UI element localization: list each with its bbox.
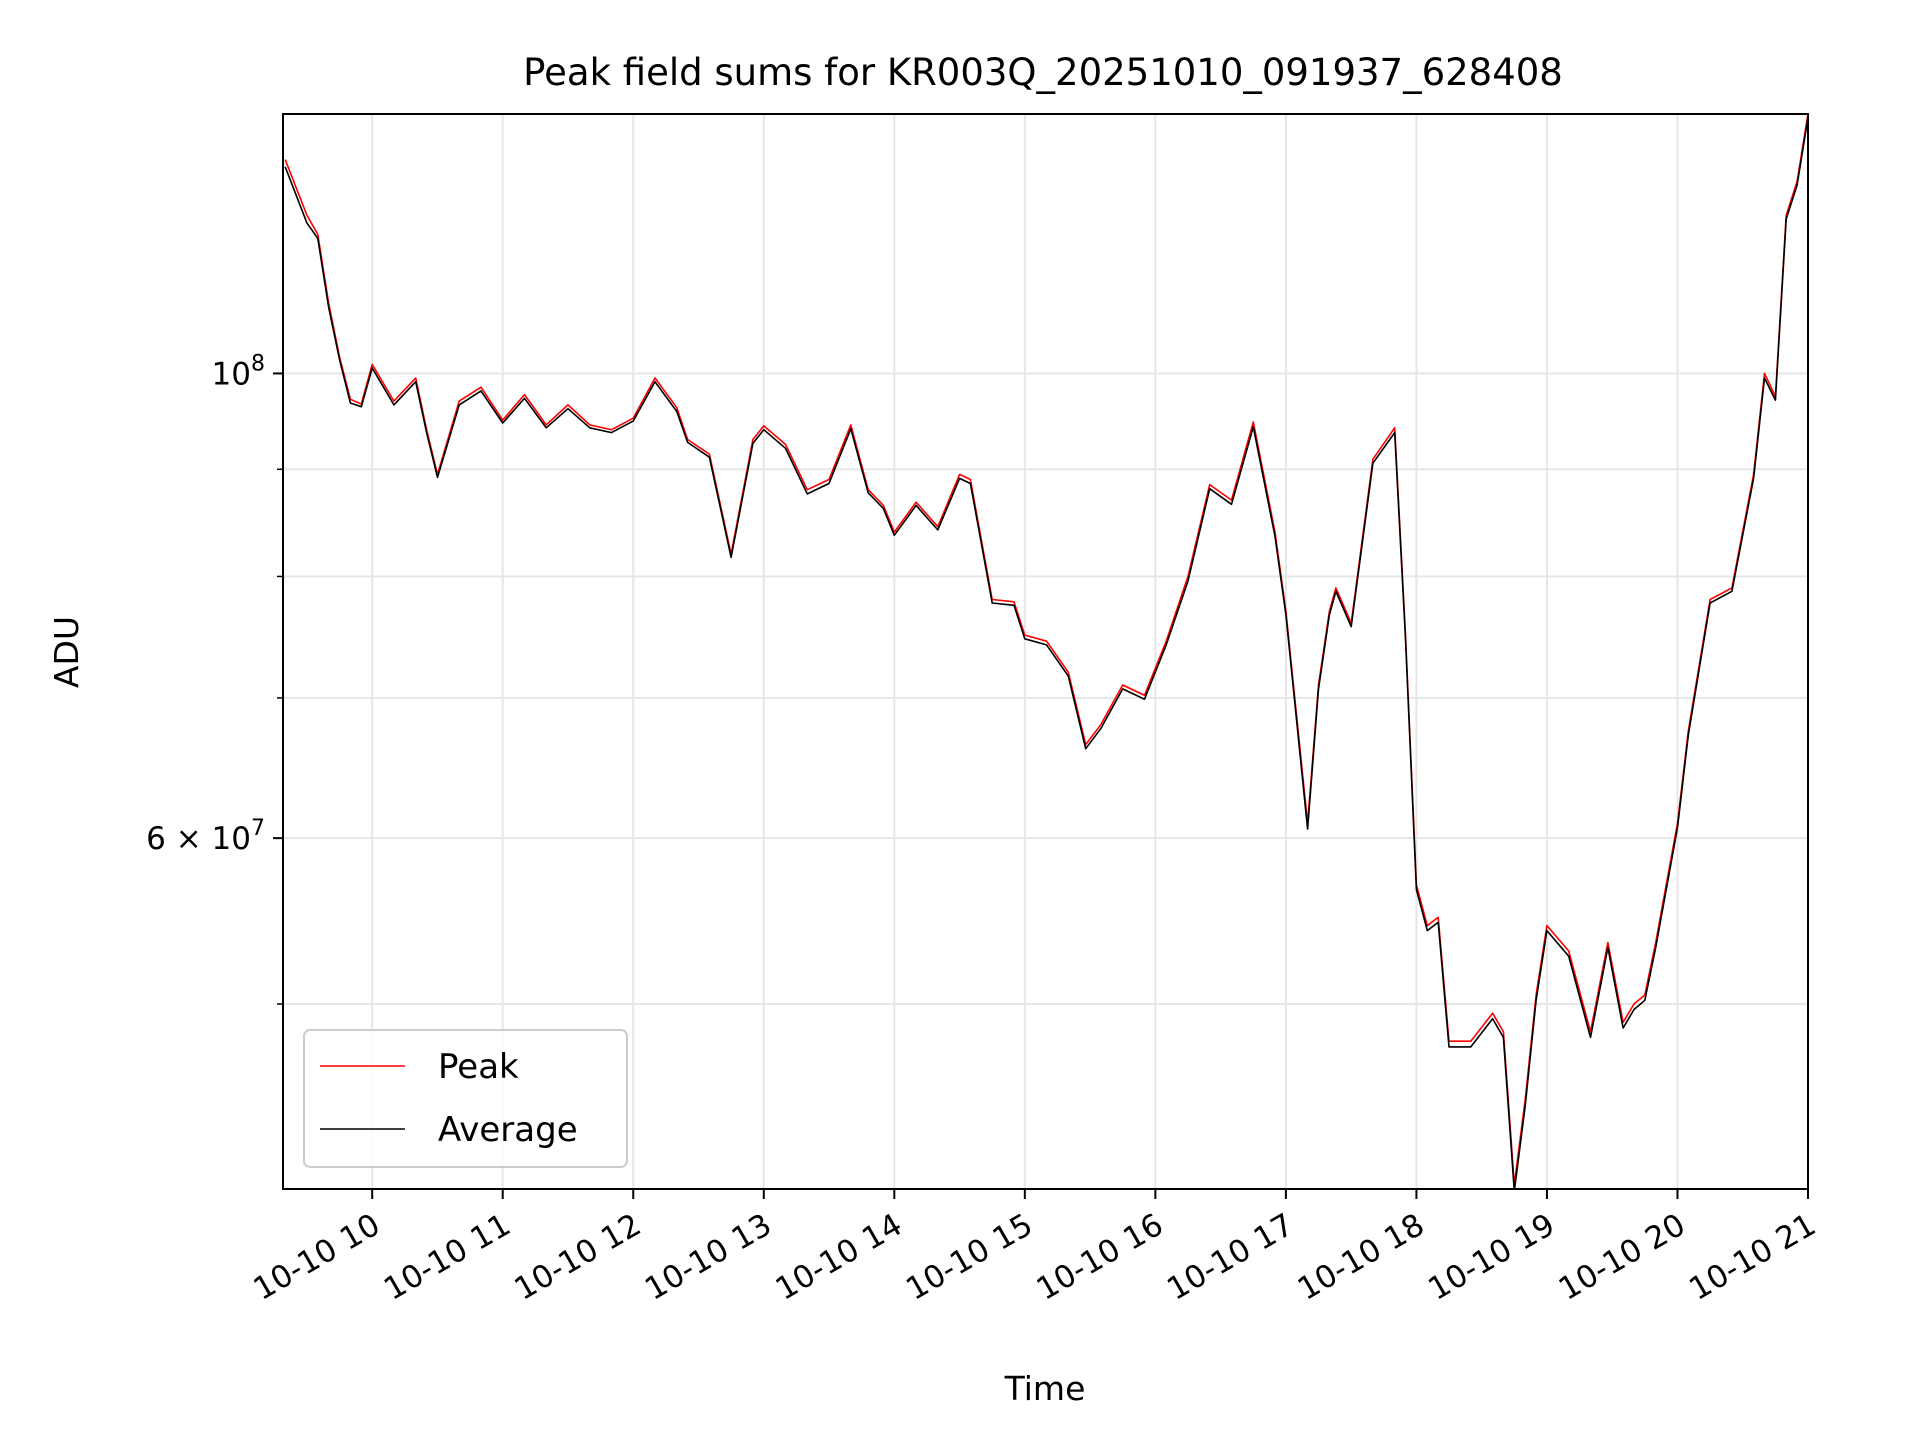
y-tick-exponent: 7 xyxy=(251,816,265,841)
chart-title: Peak field sums for KR003Q_20251010_0919… xyxy=(523,51,1563,94)
y-tick-base: 10 xyxy=(212,356,251,392)
y-tick-mantissa: 6 × xyxy=(146,821,211,857)
series-line-peak xyxy=(284,114,1808,1186)
legend-label-peak: Peak xyxy=(438,1047,519,1087)
y-axis-label: ADU xyxy=(47,616,86,688)
plot-frame xyxy=(282,113,1809,1190)
y-tick-exponent: 8 xyxy=(251,351,265,376)
y-tick-label: 108 xyxy=(212,351,265,392)
y-tick-label: 6 × 107 xyxy=(146,816,265,857)
y-tick-base: 10 xyxy=(212,821,251,857)
legend-label-average: Average xyxy=(438,1110,578,1150)
series-line-average xyxy=(284,117,1808,1189)
legend: Peak Average xyxy=(303,1029,628,1168)
legend-frame xyxy=(303,1029,628,1168)
x-axis-label: Time xyxy=(1004,1369,1086,1408)
series-lines xyxy=(284,114,1808,1189)
